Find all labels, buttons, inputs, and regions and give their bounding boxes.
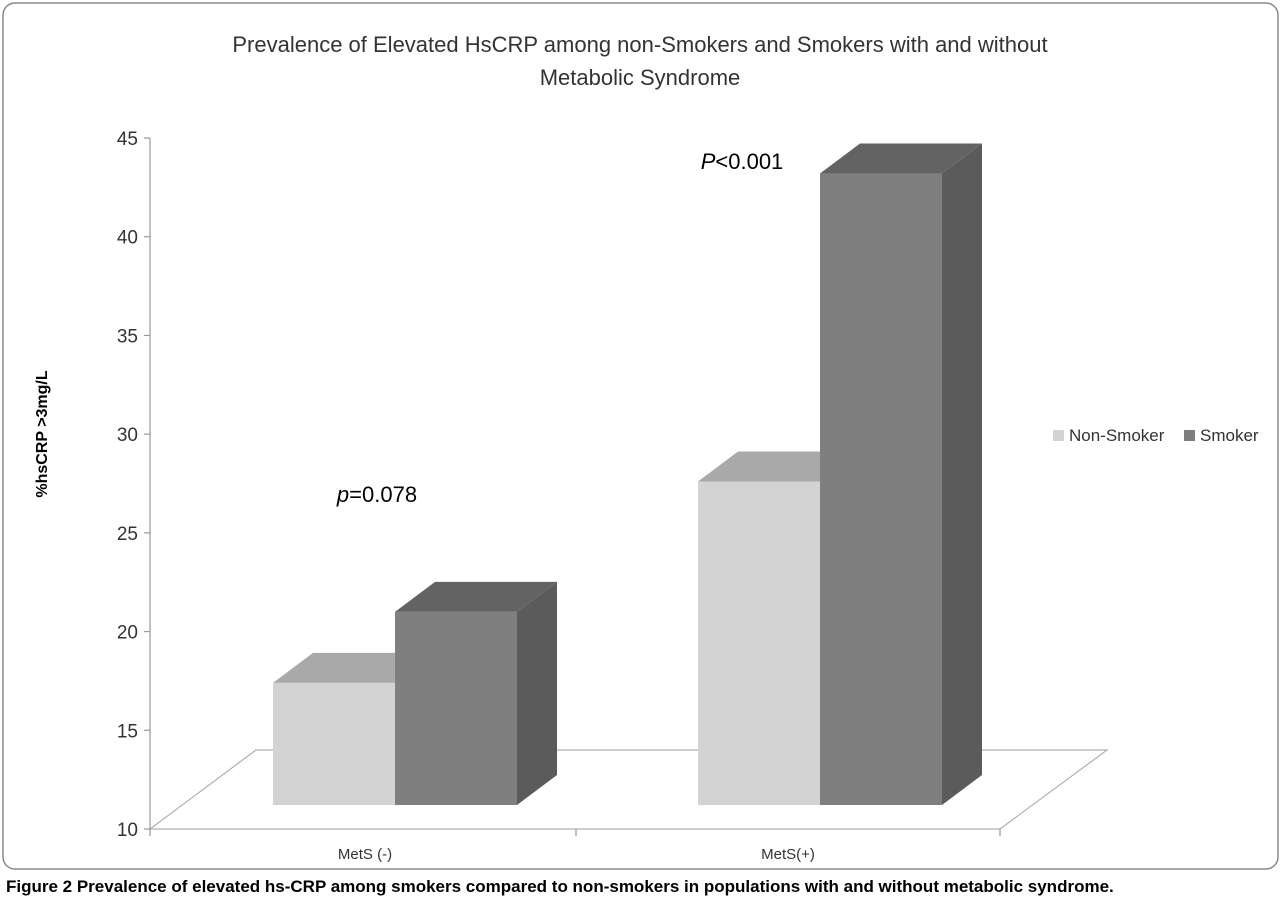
bar-top xyxy=(820,143,982,174)
bar-front xyxy=(698,481,820,805)
legend-label: Non-Smoker xyxy=(1069,426,1165,445)
legend-swatch xyxy=(1053,430,1064,441)
bar-smoker-1 xyxy=(395,581,557,805)
bar-smoker-2 xyxy=(820,143,982,806)
bar-top xyxy=(698,451,860,482)
y-axis-label: %hsCRP >3mg/L xyxy=(34,370,51,498)
y-tick-label: 10 xyxy=(117,820,138,841)
y-tick-label: 20 xyxy=(117,623,138,644)
x-tick-label: MetS(+) xyxy=(761,846,815,863)
legend-swatch xyxy=(1184,430,1195,441)
p-value-annotation: p=0.078 xyxy=(336,482,417,507)
annotations: p=0.078 P<0.001 xyxy=(336,149,783,507)
p-value-text: <0.001 xyxy=(715,149,783,174)
figure-caption: Figure 2 Prevalence of elevated hs-CRP a… xyxy=(6,877,1276,897)
bars xyxy=(273,143,982,806)
bar-top xyxy=(395,581,557,612)
bar-front xyxy=(395,611,517,805)
floor-plane xyxy=(148,749,1109,830)
y-tick-label: 35 xyxy=(117,326,138,347)
p-value-annotation: P<0.001 xyxy=(701,149,784,174)
p-value-prefix: P xyxy=(701,149,716,174)
chart-floor xyxy=(148,749,1109,830)
p-value-text: =0.078 xyxy=(349,482,417,507)
bar-top xyxy=(273,652,435,683)
bar-front xyxy=(820,173,942,806)
axes: 10 15 20 25 30 35 40 45 MetS (-) MetS(+) xyxy=(117,129,1001,863)
y-tick-label: 15 xyxy=(117,721,138,742)
y-tick-label: 40 xyxy=(117,228,138,249)
legend-label: Smoker xyxy=(1200,426,1259,445)
y-tick-label: 45 xyxy=(117,129,138,150)
p-value-prefix: p xyxy=(336,482,349,507)
chart-title-line-2: Metabolic Syndrome xyxy=(540,65,741,90)
caption-label: Figure 2 xyxy=(6,877,73,896)
caption-text: Prevalence of elevated hs-CRP among smok… xyxy=(72,877,1114,896)
bar-front xyxy=(273,682,395,805)
y-tick-label: 30 xyxy=(117,425,138,446)
chart-title-line-1: Prevalence of Elevated HsCRP among non-S… xyxy=(232,32,1047,57)
x-tick-label: MetS (-) xyxy=(338,846,392,863)
bar-side xyxy=(517,581,557,805)
legend: Non-Smoker Smoker xyxy=(1053,426,1259,445)
y-tick-label: 25 xyxy=(117,524,138,545)
bar-side xyxy=(942,143,982,806)
